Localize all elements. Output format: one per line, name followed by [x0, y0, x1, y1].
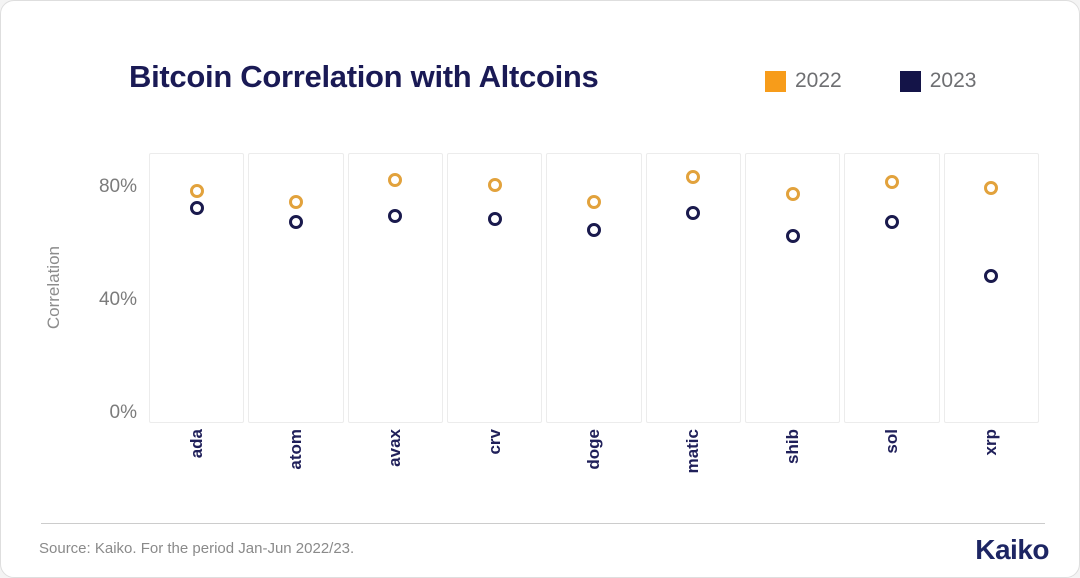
facet-panel-shib — [744, 153, 841, 423]
data-point-2023-shib — [785, 229, 800, 244]
legend-swatch-2023 — [899, 70, 921, 92]
footer-divider — [41, 523, 1045, 524]
facet-panel-doge — [546, 153, 642, 423]
data-point-2023-xrp — [984, 268, 999, 283]
x-axis-label-doge: doge — [583, 429, 603, 470]
data-point-2022-shib — [785, 186, 800, 201]
x-axis-label-shib: shib — [782, 429, 802, 464]
data-point-2022-sol — [884, 175, 899, 190]
panels — [149, 153, 1039, 423]
x-label-cell-xrp: xrp — [944, 427, 1039, 509]
data-point-2022-crv — [487, 178, 502, 193]
x-axis-labels: ada atom avax crv doge matic shib sol xrp — [149, 427, 1039, 509]
legend-item-2023: 2023 — [899, 69, 977, 93]
data-point-2023-doge — [586, 223, 601, 238]
legend-swatch-2022 — [765, 70, 786, 92]
source-note: Source: Kaiko. For the period Jan-Jun 20… — [39, 540, 355, 557]
brand-lockup: Kaiko — [931, 531, 1049, 568]
x-label-cell-atom: atom — [248, 427, 343, 509]
legend-label-2023: 2023 — [929, 69, 977, 92]
x-label-cell-matic: matic — [646, 427, 741, 509]
data-point-2023-crv — [487, 212, 502, 227]
data-point-2023-ada — [189, 200, 204, 215]
x-axis-label-avax: avax — [385, 429, 405, 467]
x-label-cell-crv: crv — [447, 427, 542, 509]
data-point-2022-xrp — [984, 181, 999, 195]
data-point-2022-doge — [586, 195, 601, 210]
legend-item-2022: 2022 — [765, 69, 842, 93]
y-tick-label-0: 0% — [109, 402, 137, 423]
facet-panel-matic — [645, 153, 741, 423]
brand-wordmark: Kaiko — [975, 533, 1049, 565]
x-axis-label-sol: sol — [881, 429, 901, 454]
facet-panel-atom — [248, 153, 344, 423]
legend-label-2022: 2022 — [795, 69, 842, 92]
facet-panel-ada — [149, 153, 245, 423]
data-point-2022-avax — [388, 172, 403, 187]
data-point-2022-ada — [189, 183, 204, 198]
page-title: Bitcoin Correlation with Altcoins — [129, 59, 599, 94]
data-point-2023-sol — [884, 214, 899, 229]
kaiko-logo-icon — [45, 37, 117, 109]
data-point-2022-atom — [288, 195, 303, 210]
legend: 2022 2023 — [765, 69, 976, 93]
x-axis-label-ada: ada — [186, 429, 206, 459]
data-point-2023-atom — [288, 214, 303, 229]
y-tick-labels: 0% 40% 80% — [1, 153, 141, 423]
kaiko-logo-icon — [931, 531, 968, 568]
data-point-2023-matic — [686, 206, 701, 221]
x-axis-label-matic: matic — [683, 429, 703, 474]
data-point-2023-avax — [388, 209, 403, 224]
y-tick-label-80: 80% — [98, 176, 137, 197]
y-tick-label-40: 40% — [98, 289, 137, 310]
facet-panel-crv — [446, 153, 543, 423]
data-point-2022-matic — [686, 169, 701, 184]
x-axis-label-crv: crv — [484, 429, 504, 455]
x-label-cell-shib: shib — [745, 427, 840, 509]
x-label-cell-avax: avax — [348, 427, 443, 509]
x-label-cell-sol: sol — [844, 427, 939, 509]
x-axis-label-xrp: xrp — [981, 429, 1001, 456]
x-label-cell-doge: doge — [546, 427, 641, 509]
facet-panel-avax — [347, 153, 443, 423]
x-label-cell-ada: ada — [149, 427, 244, 509]
facet-panel-sol — [844, 153, 940, 423]
facet-panel-xrp — [943, 153, 1039, 423]
x-axis-label-atom: atom — [285, 429, 305, 470]
